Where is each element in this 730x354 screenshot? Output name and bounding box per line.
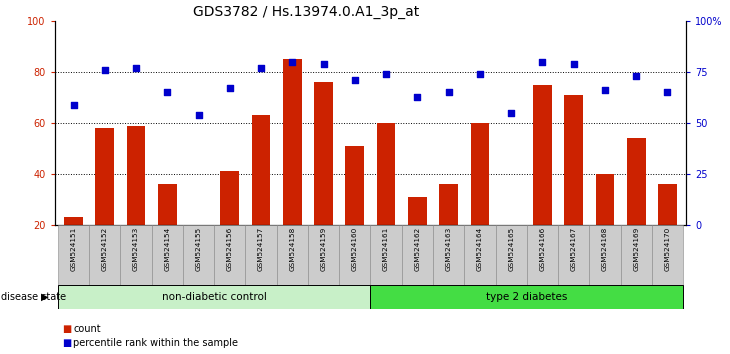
Text: ▶: ▶ <box>42 292 49 302</box>
Bar <box>620 225 652 285</box>
Text: GSM524153: GSM524153 <box>133 227 139 271</box>
Point <box>474 72 485 77</box>
Bar <box>564 95 583 225</box>
Bar <box>314 82 333 225</box>
Text: GSM524170: GSM524170 <box>664 227 670 271</box>
Bar <box>245 225 277 285</box>
Text: GSM524162: GSM524162 <box>415 227 420 271</box>
Bar <box>252 115 270 225</box>
Point <box>443 90 455 95</box>
Text: disease state: disease state <box>1 292 66 302</box>
Text: type 2 diabetes: type 2 diabetes <box>486 292 567 302</box>
Bar <box>152 225 183 285</box>
Text: ■: ■ <box>62 338 72 348</box>
Point <box>537 59 548 65</box>
Bar <box>345 146 364 225</box>
Bar <box>471 123 489 225</box>
Text: GSM524156: GSM524156 <box>227 227 233 271</box>
Text: GSM524165: GSM524165 <box>508 227 514 271</box>
Text: GSM524155: GSM524155 <box>196 227 201 271</box>
Bar <box>433 225 464 285</box>
Bar <box>496 225 527 285</box>
Text: GSM524166: GSM524166 <box>539 227 545 271</box>
Bar <box>89 225 120 285</box>
Bar <box>214 225 245 285</box>
Text: GSM524159: GSM524159 <box>320 227 326 271</box>
Point <box>599 88 611 93</box>
Point <box>349 78 361 83</box>
Bar <box>126 126 145 225</box>
Bar <box>439 184 458 225</box>
Bar <box>58 285 370 309</box>
Point <box>130 65 142 71</box>
Text: GSM524164: GSM524164 <box>477 227 483 271</box>
Bar <box>558 225 589 285</box>
Text: GSM524160: GSM524160 <box>352 227 358 271</box>
Text: non-diabetic control: non-diabetic control <box>162 292 266 302</box>
Bar <box>627 138 645 225</box>
Bar <box>339 225 370 285</box>
Text: GSM524158: GSM524158 <box>289 227 296 271</box>
Bar <box>96 128 114 225</box>
Text: GSM524154: GSM524154 <box>164 227 170 271</box>
Text: count: count <box>73 324 101 333</box>
Text: GDS3782 / Hs.13974.0.A1_3p_at: GDS3782 / Hs.13974.0.A1_3p_at <box>193 5 420 19</box>
Point <box>630 73 642 79</box>
Point <box>161 90 173 95</box>
Text: GSM524168: GSM524168 <box>602 227 608 271</box>
Text: GSM524151: GSM524151 <box>71 227 77 271</box>
Text: GSM524157: GSM524157 <box>258 227 264 271</box>
Text: percentile rank within the sample: percentile rank within the sample <box>73 338 238 348</box>
Point <box>661 90 673 95</box>
Point <box>99 67 111 73</box>
Point <box>68 102 80 108</box>
Bar <box>277 225 308 285</box>
Point <box>318 61 329 67</box>
Point <box>505 110 517 116</box>
Bar <box>464 225 496 285</box>
Bar <box>158 184 177 225</box>
Point <box>412 94 423 99</box>
Bar <box>652 225 683 285</box>
Bar <box>370 225 402 285</box>
Bar <box>370 285 683 309</box>
Text: GSM524161: GSM524161 <box>383 227 389 271</box>
Bar <box>220 171 239 225</box>
Point <box>255 65 267 71</box>
Point <box>380 72 392 77</box>
Text: GSM524167: GSM524167 <box>571 227 577 271</box>
Bar <box>58 225 89 285</box>
Text: ■: ■ <box>62 324 72 333</box>
Bar <box>589 225 620 285</box>
Bar <box>183 225 214 285</box>
Bar <box>64 217 83 225</box>
Point <box>286 59 298 65</box>
Bar <box>283 59 301 225</box>
Bar <box>658 184 677 225</box>
Bar <box>377 123 396 225</box>
Text: GSM524163: GSM524163 <box>445 227 452 271</box>
Bar <box>408 197 427 225</box>
Bar <box>533 85 552 225</box>
Text: GSM524152: GSM524152 <box>101 227 108 271</box>
Bar <box>120 225 152 285</box>
Text: GSM524169: GSM524169 <box>633 227 639 271</box>
Point <box>193 112 204 118</box>
Point <box>224 86 236 91</box>
Bar <box>402 225 433 285</box>
Bar <box>308 225 339 285</box>
Bar <box>596 174 615 225</box>
Point <box>568 61 580 67</box>
Bar <box>527 225 558 285</box>
